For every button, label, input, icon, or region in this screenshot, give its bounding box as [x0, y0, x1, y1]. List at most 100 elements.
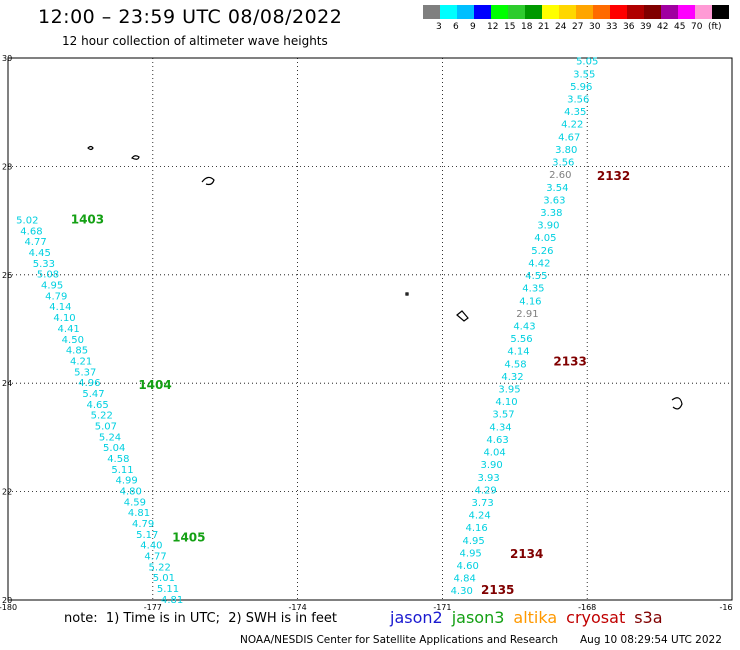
swh-value-label: 4.41 [58, 324, 80, 335]
swh-value-label: 3.54 [546, 183, 568, 194]
swh-value-label: 4.77 [144, 552, 166, 563]
color-swatch [576, 5, 593, 19]
color-scale-tick: 21 [538, 22, 550, 32]
swh-value-label: 4.45 [29, 248, 51, 259]
pass-time-label: 2134 [510, 547, 543, 561]
swh-value-label: 4.68 [20, 226, 42, 237]
color-scale-tick: 30 [589, 22, 601, 32]
x-tick-label: -171 [433, 603, 451, 612]
swh-value-label: 3.55 [573, 69, 595, 80]
swh-value-label: 3.63 [543, 195, 565, 206]
pass-time-label: 1403 [71, 213, 104, 227]
color-scale-tick: 15 [504, 22, 516, 32]
swh-value-label: 5.01 [153, 573, 175, 584]
swh-value-label: 5.11 [157, 584, 179, 595]
color-swatch [542, 5, 559, 19]
swh-value-label: 4.95 [41, 281, 63, 292]
swh-value-label: 4.79 [132, 519, 154, 530]
page-title: 12:00 – 23:59 UTC 08/08/2022 [38, 6, 343, 28]
satellite-legend-jason3: jason3 [451, 608, 505, 627]
swh-value-label: 4.50 [62, 335, 84, 346]
swh-value-label: 4.42 [528, 258, 550, 269]
swh-value-label: 2.91 [516, 309, 538, 320]
color-scale-tick: 70 [691, 22, 703, 32]
generated-timestamp: Aug 10 08:29:54 UTC 2022 [580, 634, 722, 646]
swh-value-label: 4.80 [120, 487, 142, 498]
swh-value-label: 5.05 [576, 57, 598, 68]
swh-value-label: 3.38 [540, 208, 562, 219]
color-swatch [644, 5, 661, 19]
swh-value-label: 5.37 [74, 367, 96, 378]
color-scale-tick: 27 [572, 22, 584, 32]
color-scale-tick: 42 [657, 22, 669, 32]
swh-value-label: 4.84 [454, 574, 476, 585]
swh-value-label: 3.56 [552, 158, 574, 169]
y-tick-label: 24 [2, 379, 12, 388]
swh-value-label: 4.79 [45, 291, 67, 302]
swh-value-label: 3.80 [555, 145, 577, 156]
pass-time-label: 2135 [481, 583, 514, 597]
swh-value-label: 5.96 [570, 82, 592, 93]
swh-value-label: 4.10 [495, 397, 517, 408]
color-swatch [440, 5, 457, 19]
swh-value-label: 4.22 [561, 120, 583, 131]
swh-value-label: 4.34 [489, 422, 511, 433]
footer-note: note: 1) Time is in UTC; 2) SWH is in fe… [64, 611, 337, 626]
swh-value-label: 4.95 [460, 548, 482, 559]
swh-value-label: 4.81 [128, 508, 150, 519]
swh-value-label: 4.58 [504, 359, 526, 370]
swh-value-label: 5.33 [33, 259, 55, 270]
swh-value-label: 4.67 [558, 132, 580, 143]
color-scale-tick: 39 [640, 22, 652, 32]
swh-value-label: 4.55 [525, 271, 547, 282]
swh-value-label: 4.99 [115, 476, 137, 487]
swh-value-label: 5.47 [82, 389, 104, 400]
swh-value-label: 5.08 [37, 270, 59, 281]
swh-value-label: 5.22 [149, 562, 171, 573]
swh-value-label: 4.35 [564, 107, 586, 118]
x-tick-label: -174 [289, 603, 307, 612]
swh-value-label: 4.05 [534, 233, 556, 244]
pass-time-label: 1405 [172, 531, 205, 545]
satellite-legend: jason2 jason3 altika cryosat s3a [390, 608, 672, 627]
color-swatch [610, 5, 627, 19]
x-tick-label: -177 [144, 603, 162, 612]
pass-time-label: 1404 [138, 378, 171, 392]
swh-value-label: 4.40 [140, 541, 162, 552]
satellite-legend-altika: altika [513, 608, 558, 627]
swh-value-label: 4.10 [53, 313, 75, 324]
satellite-legend-s3a: s3a [634, 608, 663, 627]
swh-value-label: 4.81 [161, 595, 183, 606]
swh-value-label: 3.90 [537, 221, 559, 232]
color-swatch [627, 5, 644, 19]
satellite-legend-jason2: jason2 [390, 608, 443, 627]
swh-value-label: 5.07 [95, 421, 117, 432]
page-subtitle: 12 hour collection of altimeter wave hei… [62, 34, 328, 48]
swh-value-label: 4.16 [466, 523, 488, 534]
color-scale-tick: 9 [470, 22, 476, 32]
color-scale-tick: 45 [674, 22, 686, 32]
y-tick-label: 20 [2, 596, 12, 605]
color-swatch [474, 5, 491, 19]
swh-value-label: 4.14 [507, 347, 529, 358]
satellite-legend-cryosat: cryosat [566, 608, 626, 627]
y-tick-label: 30 [2, 54, 12, 63]
swh-value-label: 4.04 [483, 448, 505, 459]
swh-value-label: 5.24 [99, 432, 121, 443]
swh-value-label: 5.11 [111, 465, 133, 476]
island-outline [405, 292, 409, 296]
color-swatch [678, 5, 695, 19]
swh-value-label: 2.60 [549, 170, 571, 181]
color-swatch [661, 5, 678, 19]
swh-value-label: 4.29 [474, 485, 496, 496]
swh-value-label: 4.59 [124, 497, 146, 508]
swh-value-label: 5.17 [136, 530, 158, 541]
island-outline [87, 145, 94, 151]
swh-value-label: 4.63 [486, 435, 508, 446]
y-tick-label: 28 [2, 162, 12, 171]
color-swatch [712, 5, 729, 19]
swh-value-label: 3.57 [492, 410, 514, 421]
island-outline [131, 155, 140, 160]
island-outline [671, 397, 683, 410]
